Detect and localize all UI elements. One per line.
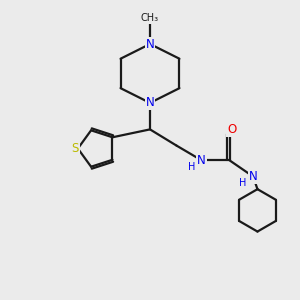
Text: N: N	[197, 154, 206, 167]
Text: N: N	[249, 170, 257, 183]
Text: S: S	[71, 142, 79, 155]
Text: CH₃: CH₃	[141, 14, 159, 23]
Text: H: H	[188, 162, 196, 172]
Text: O: O	[227, 123, 236, 136]
Text: N: N	[146, 96, 154, 110]
Text: H: H	[239, 178, 246, 188]
Text: N: N	[146, 38, 154, 50]
